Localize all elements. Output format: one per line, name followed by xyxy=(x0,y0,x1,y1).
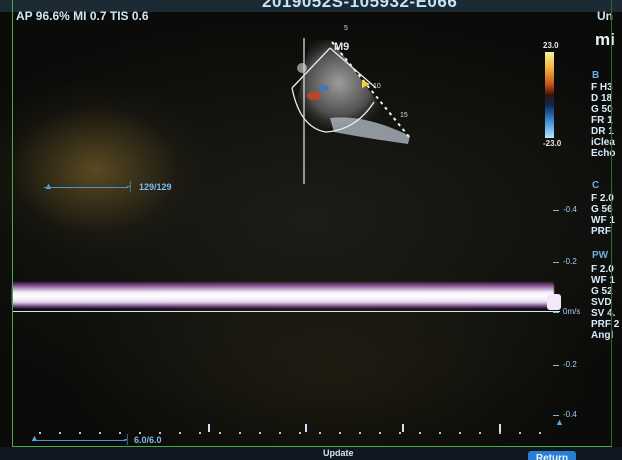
color-flow-red xyxy=(307,92,321,100)
velocity-label: -0.2 xyxy=(563,257,577,266)
pw-param: G 52 xyxy=(591,286,613,297)
depth-mark-15: 15 xyxy=(400,112,408,119)
velocity-baseline-label: 0m/s xyxy=(563,307,581,316)
top-bar xyxy=(0,0,622,12)
focus-marker xyxy=(362,80,370,88)
pw-param: SVD xyxy=(591,297,612,308)
time-major-tick xyxy=(208,424,210,432)
acoustic-output-readout: AP 96.6% MI 0.7 TIS 0.6 xyxy=(16,9,149,23)
b-param: iClea xyxy=(591,137,615,148)
scale-tick xyxy=(553,312,559,313)
probe-label: M9 xyxy=(334,41,350,53)
doppler-baseline xyxy=(12,311,560,312)
return-button[interactable]: Return xyxy=(528,451,576,460)
c-param: F 2.0 xyxy=(591,193,614,204)
colorbar-min-label: -23.0 xyxy=(543,139,562,148)
bottom-bar xyxy=(0,447,622,460)
scale-tick xyxy=(553,210,559,211)
time-major-tick xyxy=(402,424,404,432)
b-param: D 18 xyxy=(591,93,613,104)
gate-lower-label: 6.0/6.0 xyxy=(134,435,162,445)
display-frame xyxy=(12,0,612,447)
pw-param: PRF 2 xyxy=(591,319,620,330)
pw-param: F 2.0 xyxy=(591,264,614,275)
gate-line-upper xyxy=(44,187,128,188)
echo-plume xyxy=(330,117,410,144)
velocity-label: -0.4 xyxy=(563,410,577,419)
pw-mode-header: PW xyxy=(592,250,609,261)
c-param: WF 1 xyxy=(591,215,615,226)
c-param: PRF xyxy=(591,226,611,237)
gate-left-marker-icon: ▲ xyxy=(44,181,53,191)
scale-tick xyxy=(553,365,559,366)
color-flow-blue xyxy=(319,85,329,91)
tis-value: TIS 0.6 xyxy=(109,9,149,23)
depth-mark-10: 10 xyxy=(373,83,381,90)
pw-param: SV 4. xyxy=(591,308,616,319)
time-major-tick xyxy=(499,424,501,432)
mi-value: MI 0.7 xyxy=(73,9,107,23)
sector-image xyxy=(290,38,411,184)
c-mode-params: F 2.0 G 56 WF 1 PRF xyxy=(591,193,615,237)
pw-mode-params: F 2.0 WF 1 G 52 SVD SV 4. PRF 2 Angl xyxy=(591,264,619,341)
gate-upper-label: 129/129 xyxy=(139,182,172,192)
colorbar-max-label: 23.0 xyxy=(543,41,559,50)
b-param: G 50 xyxy=(591,104,613,115)
sweep-line xyxy=(36,440,126,441)
spectral-doppler-trace xyxy=(12,281,554,309)
exam-id-title: 2019052S-105932-E066 xyxy=(262,0,458,11)
pw-param: WF 1 xyxy=(591,275,615,286)
b-mode-params: F H3 D 18 G 50 FR 1 DR 1 iClea Echo xyxy=(591,82,615,159)
depth-mark-5: 5 xyxy=(344,25,348,32)
velocity-label: -0.4 xyxy=(563,205,577,214)
b-param: F H3 xyxy=(591,82,613,93)
gate-right-marker-icon: ┤ xyxy=(127,181,134,191)
sweep-left-marker-icon: ▲ xyxy=(30,433,39,443)
sector-outline xyxy=(291,47,377,133)
sweep-right-marker-icon: ┤ xyxy=(124,434,131,444)
mode-big-label: mi xyxy=(595,30,615,49)
c-param: G 56 xyxy=(591,204,613,215)
time-axis-dots xyxy=(30,432,550,434)
velocity-label: -0.2 xyxy=(563,360,577,369)
pw-param: Angl xyxy=(591,330,614,341)
b-param: FR 1 xyxy=(591,115,613,126)
echo-speckle xyxy=(297,63,307,73)
b-param: DR 1 xyxy=(591,126,614,137)
scale-tick xyxy=(553,415,559,416)
c-mode-header: C xyxy=(592,180,600,191)
b-mode-header: B xyxy=(592,70,600,81)
spectral-trace-end xyxy=(547,294,561,310)
color-velocity-bar xyxy=(545,52,554,138)
b-param: Echo xyxy=(591,148,616,159)
ap-value: AP 96.6% xyxy=(16,9,70,23)
scale-end-marker-icon: ▲ xyxy=(555,417,564,427)
mode-top-label: Un xyxy=(597,9,613,23)
scale-tick xyxy=(553,262,559,263)
update-button[interactable]: Update xyxy=(323,448,354,458)
time-major-tick xyxy=(305,424,307,432)
